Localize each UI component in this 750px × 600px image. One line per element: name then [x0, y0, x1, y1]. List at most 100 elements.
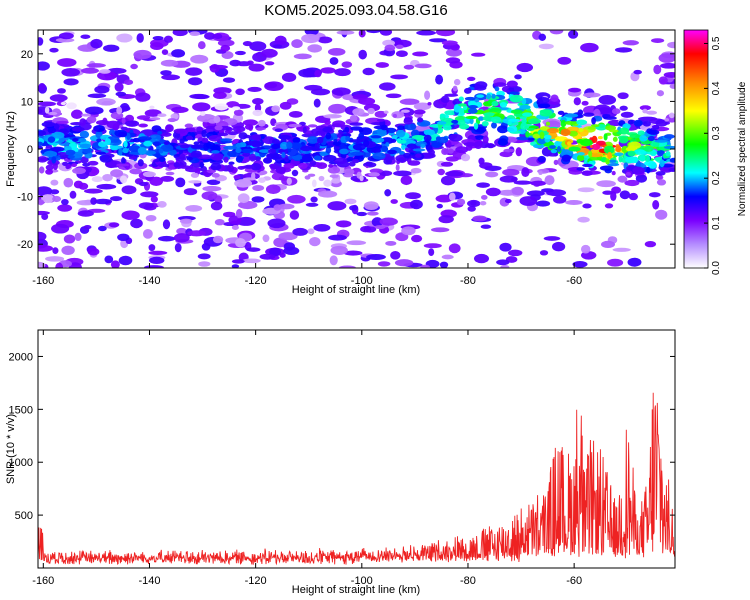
spectrogram-cell: [45, 164, 54, 171]
spectrogram-cell: [235, 88, 245, 96]
spectrogram-cell: [63, 234, 76, 244]
spectrogram-cell: [469, 117, 474, 125]
spectrogram-cell: [123, 79, 134, 85]
spectrogram-cell: [314, 143, 320, 150]
spectrogram-cell: [566, 126, 580, 132]
spectrogram-cell: [73, 180, 84, 189]
spectrogram-cell: [69, 190, 77, 199]
spectrogram-cell: [214, 103, 229, 111]
spectrogram-cell: [57, 58, 77, 67]
spectrogram-cell: [212, 235, 224, 244]
spectrogram-cell: [171, 49, 186, 58]
spectrogram-cell: [317, 36, 333, 44]
spectrogram-cell: [581, 170, 593, 176]
spectrogram-cell: [502, 168, 520, 176]
spectrogram-cell: [481, 120, 489, 127]
spectrogram-cell: [149, 117, 161, 121]
spectrogram-cell: [384, 156, 396, 161]
spectrogram-cell: [189, 31, 201, 37]
spectrogram-cell: [94, 85, 110, 94]
spectrogram-cell: [611, 108, 621, 115]
spectrogram-cell: [360, 226, 372, 233]
spectrogram-cell: [283, 242, 296, 251]
spectrogram-cell: [118, 255, 133, 266]
spectrogram-cell: [457, 119, 466, 126]
spectrogram-cell: [403, 152, 411, 159]
spectrogram-cell: [162, 219, 171, 230]
spectrogram-cell: [138, 123, 148, 128]
spectrogram-cell: [268, 148, 277, 154]
spectrogram-cell: [628, 192, 639, 201]
spectrogram-cell: [292, 137, 301, 144]
spectrogram-cell: [320, 67, 336, 74]
spectrogram-cell: [172, 30, 188, 37]
x-tick-label: -100: [351, 575, 373, 587]
spectrogram-cell: [248, 63, 265, 72]
spectrogram-cell: [332, 141, 342, 146]
spectrogram-cell: [607, 151, 613, 160]
colorbar-tick-label: 0.4: [711, 81, 722, 95]
spectrogram-cell: [645, 110, 658, 115]
spectrogram-cell: [412, 148, 426, 152]
spectrogram-cell: [660, 62, 675, 69]
spectrogram-cell: [61, 199, 69, 205]
spectrogram-cell: [213, 33, 223, 39]
spectrogram-cell: [581, 100, 589, 106]
spectrogram-cell: [612, 136, 618, 142]
spectrogram-cell: [334, 68, 351, 77]
spectrogram-cell: [506, 80, 518, 88]
spectrogram-cell: [530, 180, 547, 186]
spectrogram-cell: [330, 245, 348, 255]
spectrogram-cell: [403, 64, 415, 70]
spectrogram-cell: [553, 159, 559, 166]
spectrogram-cell: [399, 98, 420, 105]
spectrogram-cell: [526, 190, 545, 197]
spectrogram-cell: [167, 118, 177, 123]
spectrogram-cell: [128, 150, 141, 155]
spectrogram-cell: [568, 87, 582, 93]
spectrogram-cell: [538, 33, 547, 41]
spectrogram-cell: [217, 39, 235, 47]
spectrogram-cell: [371, 217, 383, 227]
spectrogram-cell: [424, 90, 431, 100]
spectrogram-cell: [423, 129, 436, 136]
spectrogram-cell: [241, 148, 254, 154]
spectrogram-cell: [49, 94, 68, 102]
spectrogram-cell: [205, 141, 216, 149]
spectrogram-cell: [406, 143, 417, 149]
spectrogram-cell: [140, 191, 159, 198]
spectrogram-cell: [656, 179, 667, 186]
spectrogram-cell: [148, 256, 165, 264]
spectrogram-cell: [47, 136, 56, 143]
spectrogram-cell: [435, 30, 456, 37]
spectrogram-cell: [77, 210, 94, 217]
spectrogram-cell: [473, 122, 479, 130]
y-tick-label: 1500: [9, 404, 33, 416]
spectrogram-cell: [302, 126, 307, 133]
spectrogram-cell: [41, 213, 49, 220]
spectrogram-cell: [98, 141, 107, 148]
spectrogram-cell: [486, 93, 492, 99]
spectrogram-cell: [246, 60, 254, 66]
spectrogram-cell: [119, 175, 128, 184]
spectrogram-cell: [226, 101, 240, 108]
spectrogram-cell: [656, 90, 665, 97]
spectrogram-cell: [484, 143, 496, 148]
spectrogram-cell: [639, 154, 646, 162]
spectrogram-cell: [138, 136, 152, 141]
spectrogram-cell: [435, 74, 444, 85]
spectrogram-cell: [591, 117, 596, 125]
spectrogram-cell: [405, 192, 421, 200]
spectrogram-cell: [72, 138, 79, 142]
spectrogram-cell: [137, 147, 147, 155]
spectrogram-cell: [322, 126, 333, 133]
spectrogram-cell: [160, 144, 174, 152]
spectrogram-cell: [287, 194, 306, 204]
spectrogram-cell: [198, 261, 211, 267]
spectrogram-cell: [242, 258, 261, 264]
spectrogram-cell: [152, 141, 162, 147]
spectrogram-cell: [358, 132, 365, 139]
spectrogram-cell: [90, 169, 98, 174]
spectrogram-cell: [655, 209, 668, 220]
spectrogram-cell: [273, 143, 282, 149]
